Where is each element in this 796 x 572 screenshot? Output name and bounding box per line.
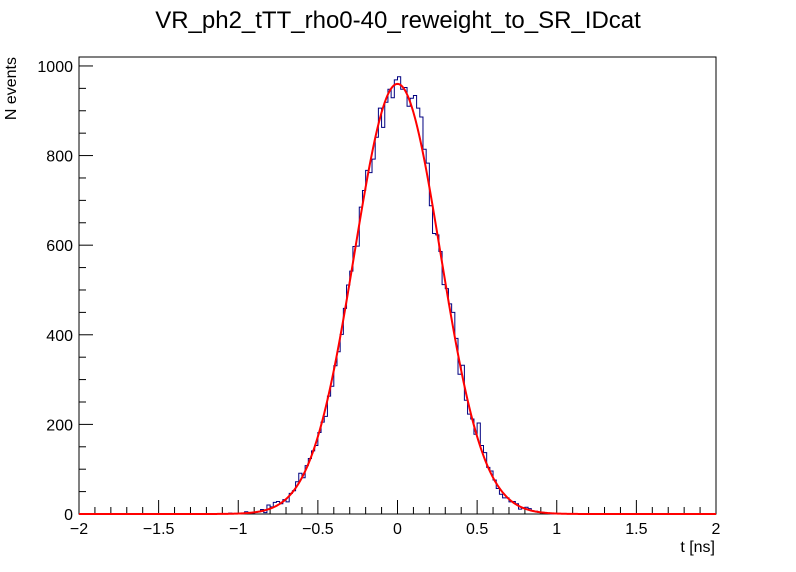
x-tick-label: −0.5: [302, 521, 334, 538]
x-tick-label: 0.5: [466, 521, 488, 538]
plot-frame: [78, 56, 717, 515]
chart-title: VR_ph2_tTT_rho0-40_reweight_to_SR_IDcat: [155, 7, 641, 34]
x-axis-ticks: [78, 500, 717, 514]
x-tick-label: 1: [552, 521, 561, 538]
x-tick-label: 2: [712, 521, 721, 538]
y-tick-label: 400: [46, 328, 73, 345]
y-tick-label: 800: [46, 149, 73, 166]
x-tick-label: −2: [70, 521, 88, 538]
y-tick-label: 0: [64, 507, 73, 524]
x-axis-tick-labels: −2 −1.5 −1 −0.5 0 0.5 1 1.5 2: [70, 521, 721, 538]
x-tick-label: −1: [229, 521, 247, 538]
gaussian-fit-line: [79, 82, 716, 515]
y-tick-label: 1000: [37, 59, 73, 76]
x-tick-label: 1.5: [625, 521, 647, 538]
x-axis-label: t [ns]: [680, 539, 715, 556]
y-tick-label: 200: [46, 417, 73, 434]
histogram-series: [79, 76, 716, 515]
y-tick-label: 600: [46, 238, 73, 255]
y-axis-label: N events: [3, 57, 20, 120]
x-tick-label: −1.5: [143, 521, 175, 538]
x-tick-label: 0: [393, 521, 402, 538]
y-axis-ticks: [79, 65, 93, 515]
y-axis-tick-labels: 0 200 400 600 800 1000: [37, 59, 73, 524]
